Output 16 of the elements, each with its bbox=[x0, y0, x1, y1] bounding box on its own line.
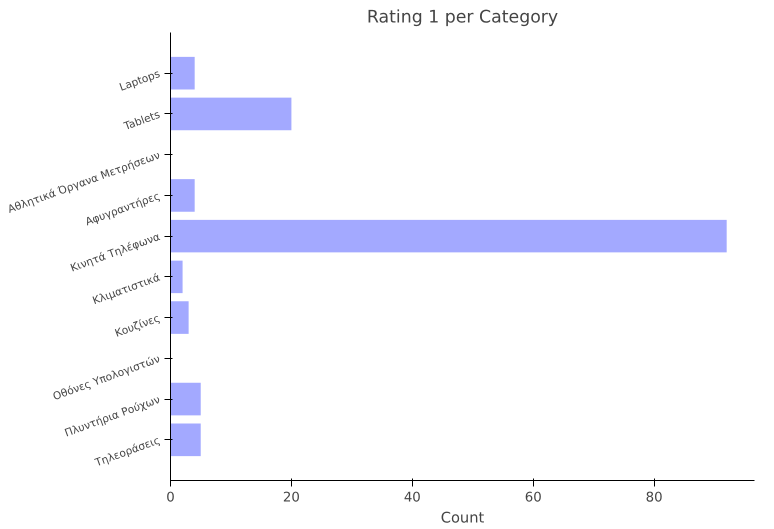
x-axis-title: Count bbox=[440, 510, 485, 526]
x-tick-label: 80 bbox=[646, 490, 663, 506]
bar bbox=[170, 301, 189, 334]
bar bbox=[170, 56, 195, 90]
bar bbox=[170, 220, 727, 252]
x-tick-label: 40 bbox=[404, 490, 421, 506]
bar bbox=[170, 98, 292, 130]
y-tick-label: Tablets bbox=[121, 108, 162, 134]
bar bbox=[170, 382, 201, 416]
bar bbox=[170, 260, 183, 294]
bar bbox=[170, 179, 195, 212]
x-tick-label: 60 bbox=[524, 490, 542, 506]
chart-title: Rating 1 per Category bbox=[366, 8, 558, 28]
bar bbox=[170, 423, 201, 456]
x-tick-label: 20 bbox=[282, 490, 300, 506]
x-tick-label: 0 bbox=[166, 490, 175, 506]
